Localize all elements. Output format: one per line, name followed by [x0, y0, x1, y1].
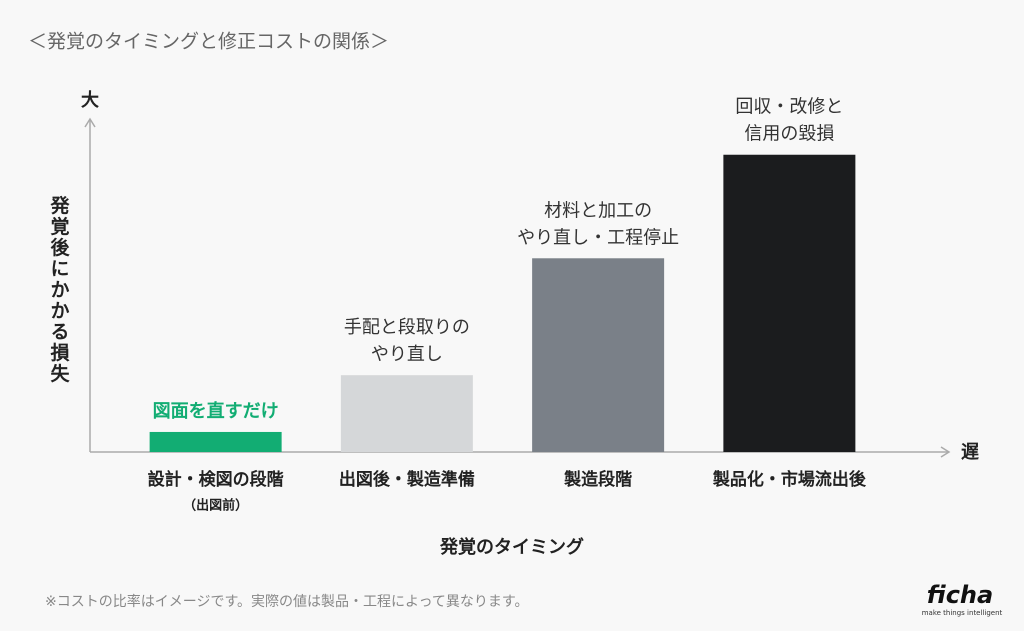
bar	[532, 258, 665, 452]
x-tick-label: 製品化・市場流出後	[712, 469, 867, 490]
x-tick-label: 出図後・製造準備	[339, 469, 475, 490]
x-axis-label: 発覚のタイミング	[439, 536, 584, 558]
y-axis-label: 発覚後にかかる損失	[48, 194, 71, 384]
bar-annotation: 手配と段取りの	[344, 317, 470, 338]
logo: ficha	[927, 581, 993, 609]
bar	[340, 375, 473, 452]
category-note: （出図前）	[183, 498, 248, 514]
logo-tagline: make things intelligent	[922, 609, 1003, 617]
bar-annotation: 回収・改修と	[735, 97, 843, 118]
bar	[149, 431, 282, 452]
bar-annotation: 材料と加工の	[544, 200, 652, 221]
footnote: ※コストの比率はイメージです。実際の値は製品・工程によって異なります。	[45, 593, 529, 610]
bar-annotation: 図面を直すだけ	[153, 400, 279, 422]
bar-annotation: やり直し	[371, 344, 443, 365]
y-axis-end: 大	[81, 89, 99, 111]
y-axis-arrow	[84, 117, 96, 128]
bar-annotation: やり直し・工程停止	[517, 227, 679, 248]
bar-annotation: 信用の毀損	[744, 124, 834, 145]
x-axis-arrow	[940, 446, 951, 458]
x-tick-label: 設計・検図の段階	[148, 469, 284, 490]
x-tick-label: 製造段階	[563, 469, 632, 490]
x-axis-end: 遅	[961, 442, 979, 463]
bar	[723, 154, 856, 453]
chart-title: ＜発覚のタイミングと修正コストの関係＞	[28, 31, 389, 53]
